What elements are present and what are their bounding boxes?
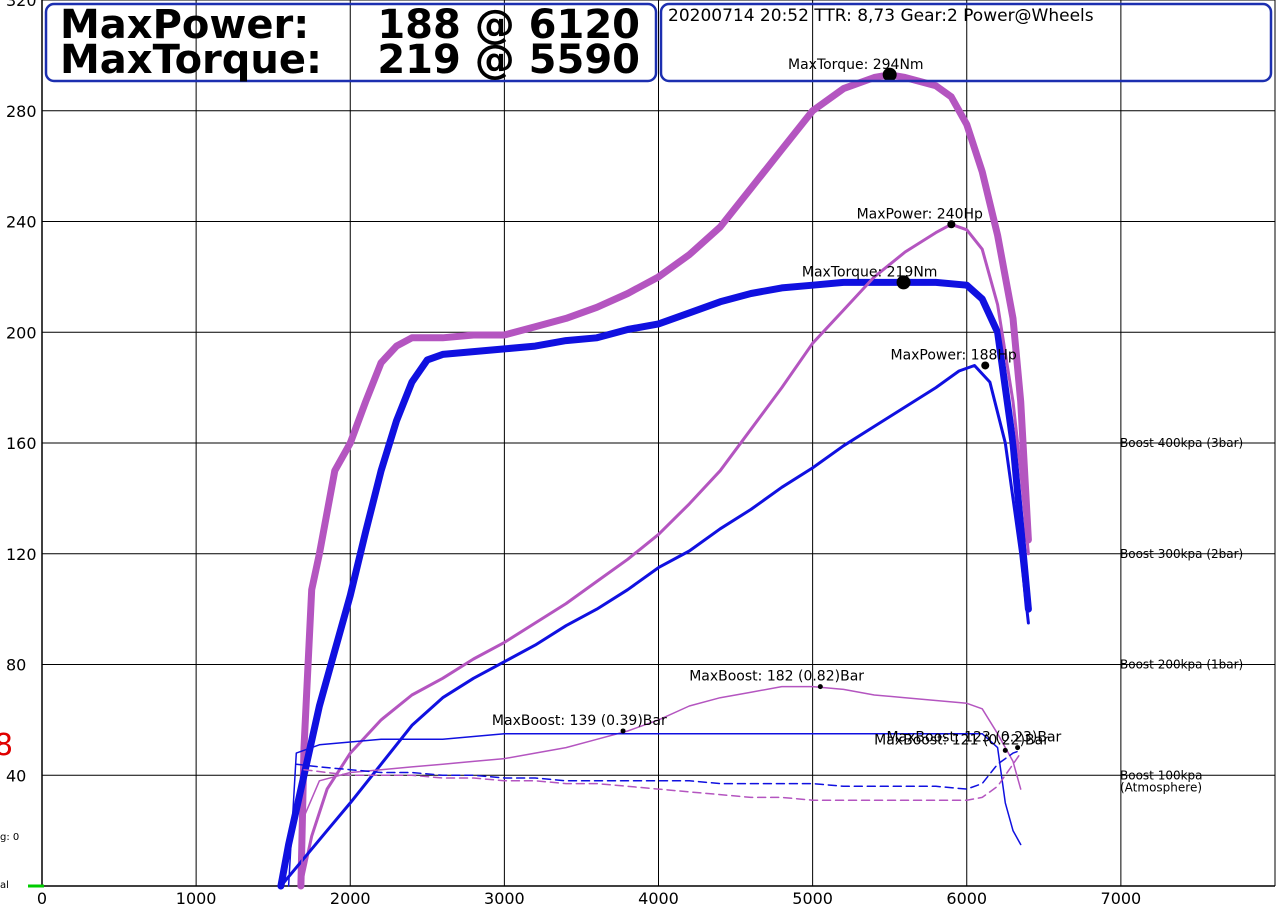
y-tick-label: 280 [6,102,37,121]
max-torque-label: MaxTorque: [60,37,322,83]
y-tick-label: 120 [6,545,37,564]
annotation-dot [882,67,897,82]
series-line-1 [297,71,1032,890]
boost-reference-labels: Boost 400kpa (3bar) Boost 300kpa (2bar) Bo… [1120,436,1243,794]
series-line-2 [277,278,1032,890]
max-power-label: MaxPower: [60,2,309,48]
x-tick-label: 7000 [1101,889,1142,906]
annotation-dot [817,684,823,690]
annotation-label: MaxBoost: 139 (0.39)Bar [492,713,667,729]
annotation-label: MaxBoost: 121 (0.22)Bar [874,732,1049,748]
max-torque-value: 219 @ 5590 [377,37,640,83]
annotation-label: MaxTorque: 294Nm [788,57,924,73]
max-values-box [44,2,658,83]
run-info-box [659,2,1273,83]
boost-reference-label: Boost 300kpa (2bar) [1120,547,1243,561]
boost-reference-label: Boost 100kpa [1120,768,1203,782]
y-tick-label: 80 [6,656,26,675]
edge-text-1: g: 0 [0,832,19,843]
series-group [277,71,1032,890]
boost-reference-label: Boost 200kpa (1bar) [1120,658,1243,672]
y-tick-label: 240 [6,213,37,232]
x-tick-label: 5000 [792,889,833,906]
x-tick-label: 3000 [484,889,525,906]
series-line-8 [303,752,1022,801]
annotation-label: MaxBoost: 123 (0.23)Bar [886,730,1061,746]
y-tick-label: 200 [6,323,37,342]
annotation-dot [896,275,911,290]
annotation-dot [1015,745,1021,751]
run-info-text: 20200714 20:52 TTR: 8,73 Gear:2 Power@Wh… [668,6,1094,26]
annotation-dot [947,220,956,229]
series-line-7 [295,749,1022,790]
annotation-label: MaxBoost: 182 (0.82)Bar [689,669,864,685]
annotations: MaxTorque: 294Nm MaxPower: 240Hp MaxTorque… [492,57,1062,753]
annotation-dot [620,728,626,734]
y-tick-label: 40 [6,766,26,785]
series-line-3 [299,222,1030,888]
max-power-value: 188 @ 6120 [377,2,640,48]
x-tick-label: 4000 [638,889,679,906]
annotation-dot [981,361,990,370]
y-tick-label: 160 [6,434,37,453]
x-tick-label: 0 [37,889,47,906]
edge-text-2: al [0,880,9,891]
series-line-6 [287,732,1022,887]
boost-reference-label: Boost 400kpa (3bar) [1120,436,1243,450]
annotation-label: MaxPower: 188Hp [890,347,1016,363]
annotation-dot [1002,747,1008,753]
x-tick-label: 1000 [176,889,217,906]
x-tick-label: 6000 [946,889,987,906]
series-line-4 [279,364,1030,888]
x-tick-label: 2000 [330,889,371,906]
grid [41,0,1276,887]
y-tick-label: 320 [6,0,37,10]
annotation-label: MaxTorque: 219Nm [802,264,938,280]
tick-labels: 40 80 120 160 200 240 280 320 0 1000 2000 3000 4000 5… [6,0,1141,906]
boost-reference-label: (Atmosphere) [1120,780,1202,794]
annotation-label: MaxPower: 240Hp [857,206,983,222]
series-line-5 [300,685,1022,887]
edge-red-number: 8 [0,728,13,763]
